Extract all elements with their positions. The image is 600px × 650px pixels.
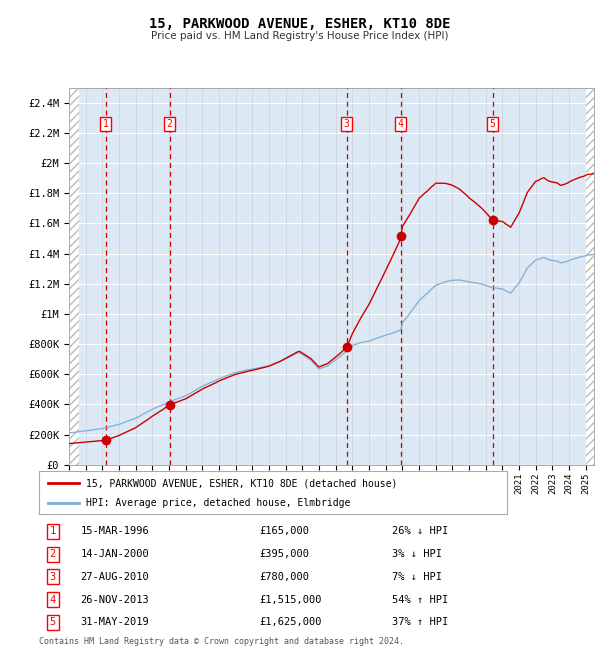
- Text: Price paid vs. HM Land Registry's House Price Index (HPI): Price paid vs. HM Land Registry's House …: [151, 31, 449, 41]
- Bar: [69, 88, 79, 465]
- Text: 31-MAY-2019: 31-MAY-2019: [80, 618, 149, 627]
- Text: 3: 3: [50, 572, 56, 582]
- Text: 3: 3: [344, 119, 349, 129]
- Bar: [586, 88, 596, 465]
- Text: 2: 2: [50, 549, 56, 559]
- Text: 1: 1: [103, 119, 109, 129]
- Text: 2: 2: [167, 119, 173, 129]
- Text: 54% ↑ HPI: 54% ↑ HPI: [392, 595, 449, 604]
- Text: 37% ↑ HPI: 37% ↑ HPI: [392, 618, 449, 627]
- Text: £1,515,000: £1,515,000: [260, 595, 322, 604]
- Text: 4: 4: [398, 119, 404, 129]
- Text: 26-NOV-2013: 26-NOV-2013: [80, 595, 149, 604]
- Text: £165,000: £165,000: [260, 526, 310, 536]
- Text: 7% ↓ HPI: 7% ↓ HPI: [392, 572, 442, 582]
- Text: HPI: Average price, detached house, Elmbridge: HPI: Average price, detached house, Elmb…: [86, 498, 350, 508]
- Text: 3% ↓ HPI: 3% ↓ HPI: [392, 549, 442, 559]
- Text: 26% ↓ HPI: 26% ↓ HPI: [392, 526, 449, 536]
- Text: 14-JAN-2000: 14-JAN-2000: [80, 549, 149, 559]
- Text: 27-AUG-2010: 27-AUG-2010: [80, 572, 149, 582]
- Text: £395,000: £395,000: [260, 549, 310, 559]
- Text: 1: 1: [50, 526, 56, 536]
- Text: 4: 4: [50, 595, 56, 604]
- Text: 15, PARKWOOD AVENUE, ESHER, KT10 8DE (detached house): 15, PARKWOOD AVENUE, ESHER, KT10 8DE (de…: [86, 478, 397, 488]
- Text: £780,000: £780,000: [260, 572, 310, 582]
- Text: 5: 5: [490, 119, 496, 129]
- Text: 15, PARKWOOD AVENUE, ESHER, KT10 8DE: 15, PARKWOOD AVENUE, ESHER, KT10 8DE: [149, 17, 451, 31]
- Text: 15-MAR-1996: 15-MAR-1996: [80, 526, 149, 536]
- Text: 5: 5: [50, 618, 56, 627]
- Text: £1,625,000: £1,625,000: [260, 618, 322, 627]
- Text: Contains HM Land Registry data © Crown copyright and database right 2024.: Contains HM Land Registry data © Crown c…: [39, 637, 404, 646]
